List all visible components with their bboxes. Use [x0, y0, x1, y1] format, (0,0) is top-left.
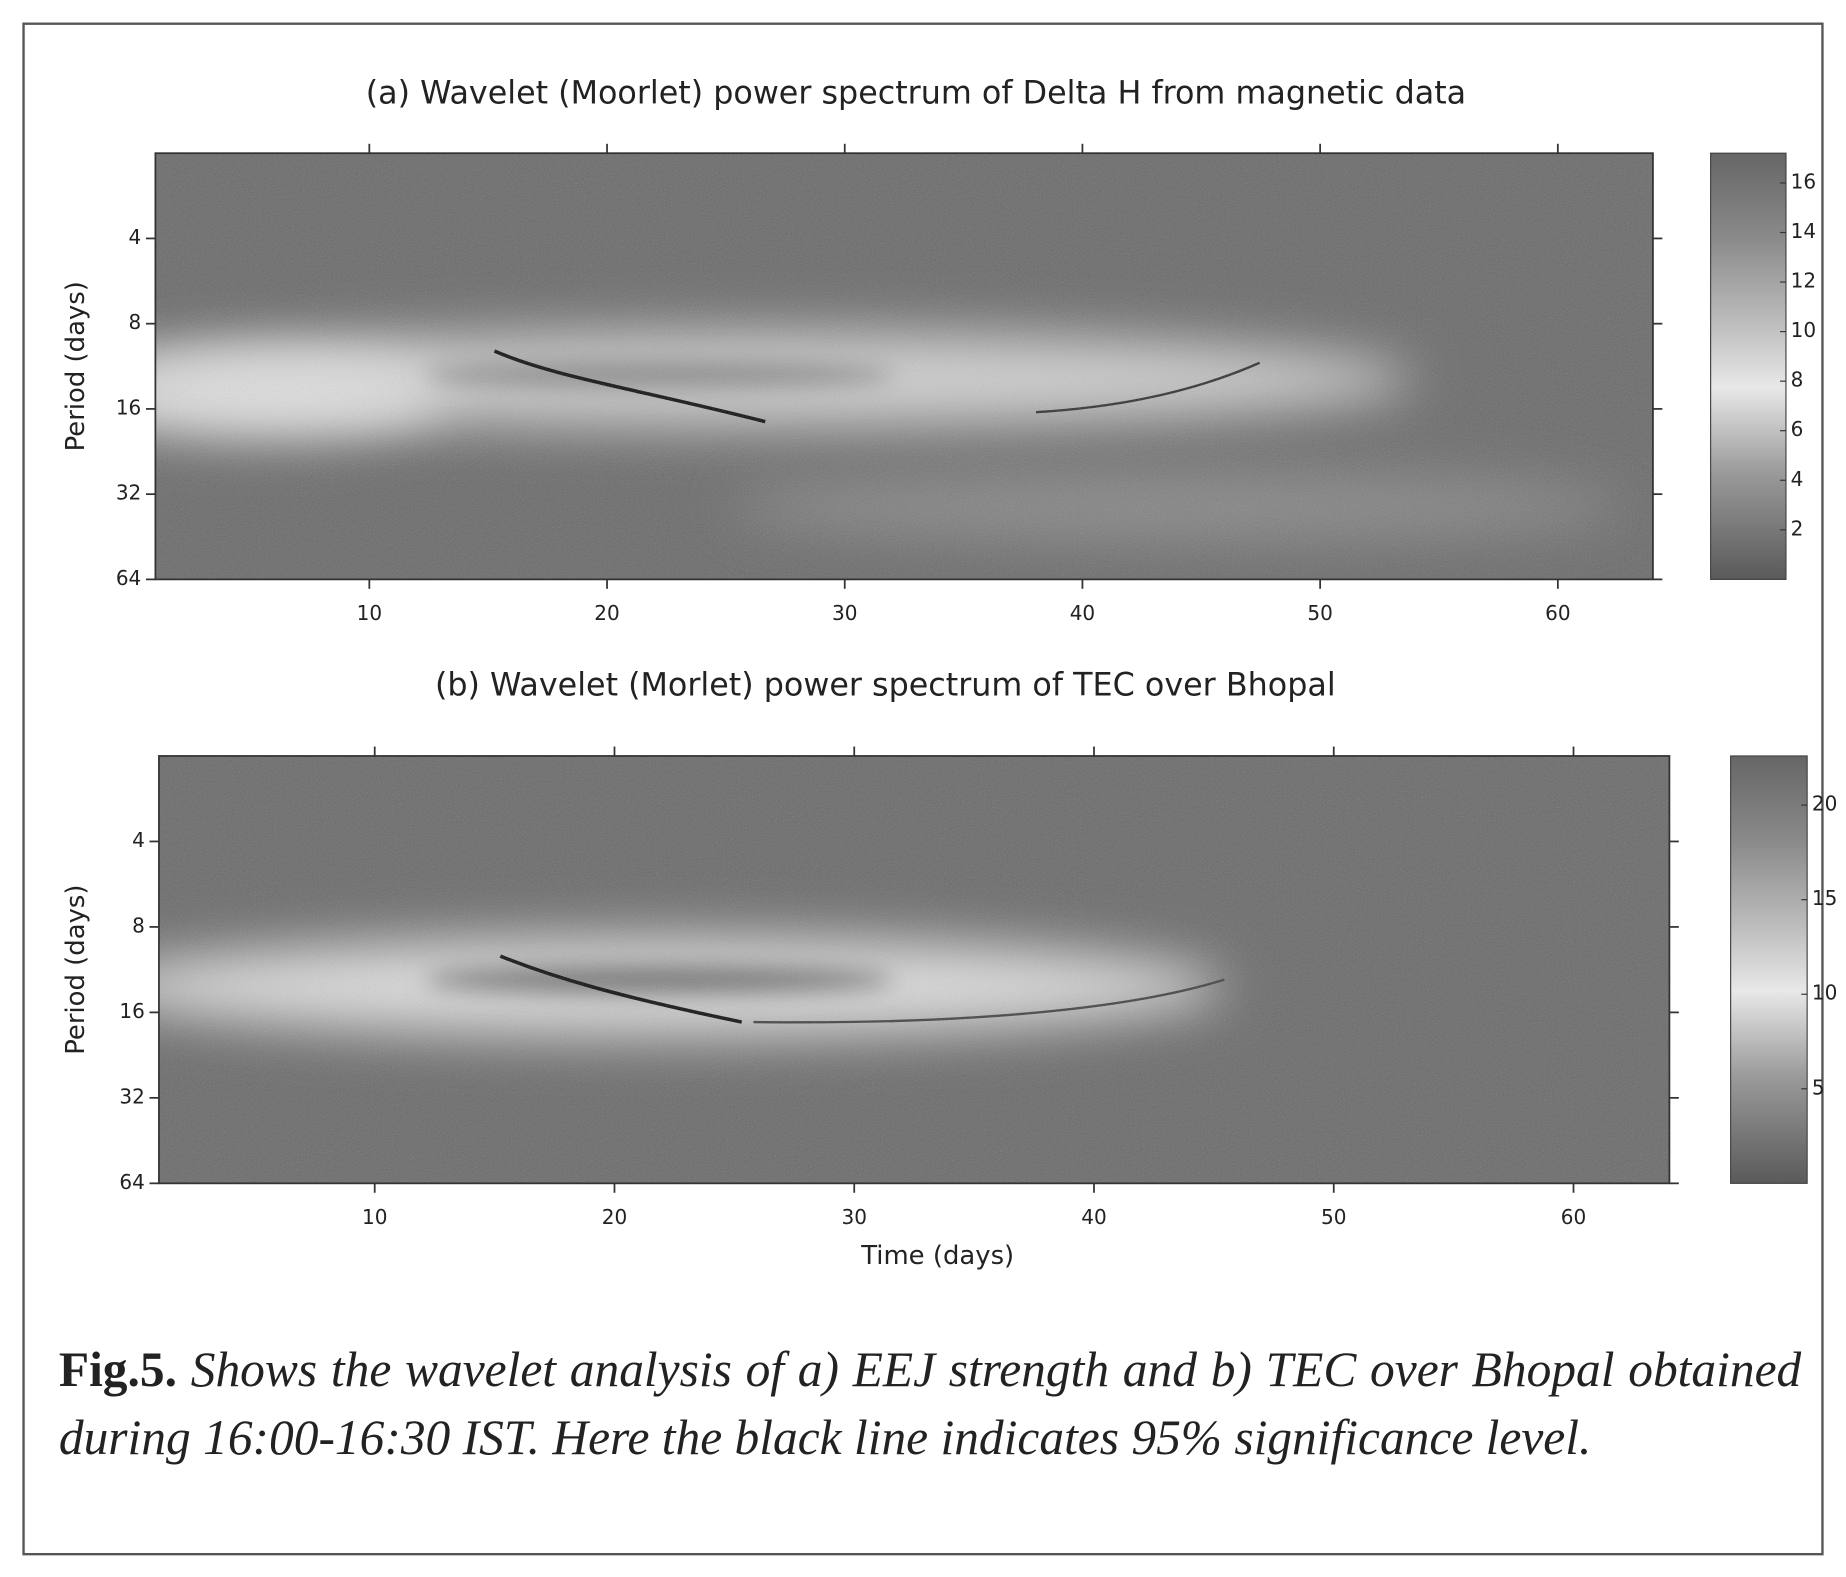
colorbar-frame: [1730, 755, 1808, 1184]
y-tick-label: 8: [129, 310, 142, 334]
colorbar-tick-label: 20: [1812, 792, 1837, 816]
colorbar-tick-label: 4: [1791, 467, 1804, 491]
colorbar-tick-label: 15: [1812, 886, 1837, 910]
colorbar-tick-label: 16: [1791, 169, 1816, 193]
x-tick-label: 60: [1545, 601, 1570, 625]
caption-label: Fig.5.: [58, 1343, 177, 1398]
y-tick-label: 64: [119, 1170, 144, 1194]
x-tick-label: 60: [1561, 1205, 1586, 1229]
heatmap-b: [158, 755, 1670, 1184]
colorbar-tick-label: 2: [1791, 516, 1804, 540]
caption-box: Fig.5. Shows the wavelet analysis of a) …: [59, 1336, 1801, 1473]
caption-text: Shows the wavelet analysis of a) EEJ str…: [58, 1343, 1802, 1466]
y-tick-label: 32: [119, 1084, 144, 1108]
colorbar-tick-label: 10: [1812, 981, 1837, 1005]
y-axis-label: Period (days): [61, 885, 91, 1055]
colorbar-b: [1730, 755, 1808, 1184]
x-tick-label: 30: [832, 601, 857, 625]
x-tick-label: 10: [357, 601, 382, 625]
y-tick-label: 64: [116, 566, 141, 590]
colorbar-tick-label: 6: [1791, 417, 1804, 441]
frame: [22, 22, 1824, 1556]
colorbar-tick-label: 12: [1791, 269, 1816, 293]
colorbar-a: [1710, 153, 1786, 580]
colorbar-tick-label: 14: [1791, 219, 1816, 243]
colorbar-frame: [1710, 152, 1787, 580]
colorbar-tick-label: 8: [1791, 368, 1804, 392]
y-tick-label: 4: [129, 225, 142, 249]
x-tick-label: 30: [842, 1205, 867, 1229]
plot-frame: [158, 755, 1671, 1185]
x-axis-label: Time (days): [860, 1241, 1014, 1271]
heatmap-a: [155, 153, 1653, 580]
colorbar-tick-label: 10: [1791, 318, 1816, 342]
y-tick-label: 16: [119, 999, 144, 1023]
x-tick-label: 50: [1321, 1205, 1346, 1229]
colorbar-tick-label: 5: [1812, 1075, 1825, 1099]
x-tick-label: 50: [1307, 601, 1332, 625]
x-tick-label: 10: [362, 1205, 387, 1229]
y-axis-label: Period (days): [61, 281, 91, 451]
plot-frame: [154, 152, 1654, 581]
y-tick-label: 4: [132, 828, 145, 852]
y-tick-label: 16: [116, 395, 141, 419]
y-tick-label: 32: [116, 481, 141, 505]
x-tick-label: 40: [1081, 1205, 1106, 1229]
x-tick-label: 20: [602, 1205, 627, 1229]
chart-title: (a) Wavelet (Moorlet) power spectrum of …: [366, 75, 1466, 111]
x-tick-label: 40: [1070, 601, 1095, 625]
caption: Fig.5. Shows the wavelet analysis of a) …: [59, 1336, 1801, 1473]
chart-title: (b) Wavelet (Morlet) power spectrum of T…: [435, 668, 1336, 704]
y-tick-label: 8: [132, 913, 145, 937]
x-tick-label: 20: [594, 601, 619, 625]
